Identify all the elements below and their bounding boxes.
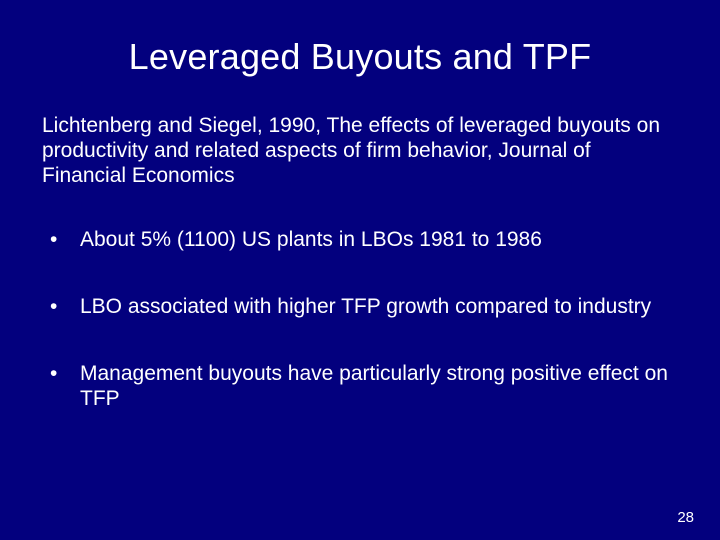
bullet-item: About 5% (1100) US plants in LBOs 1981 t… xyxy=(46,228,680,253)
bullet-item: LBO associated with higher TFP growth co… xyxy=(46,295,680,320)
slide-title: Leveraged Buyouts and TPF xyxy=(40,36,680,78)
page-number: 28 xyxy=(677,509,694,526)
slide: Leveraged Buyouts and TPF Lichtenberg an… xyxy=(0,0,720,540)
bullet-list: About 5% (1100) US plants in LBOs 1981 t… xyxy=(40,228,680,411)
bullet-item: Management buyouts have particularly str… xyxy=(46,362,680,412)
citation-text: Lichtenberg and Siegel, 1990, The effect… xyxy=(40,114,680,188)
